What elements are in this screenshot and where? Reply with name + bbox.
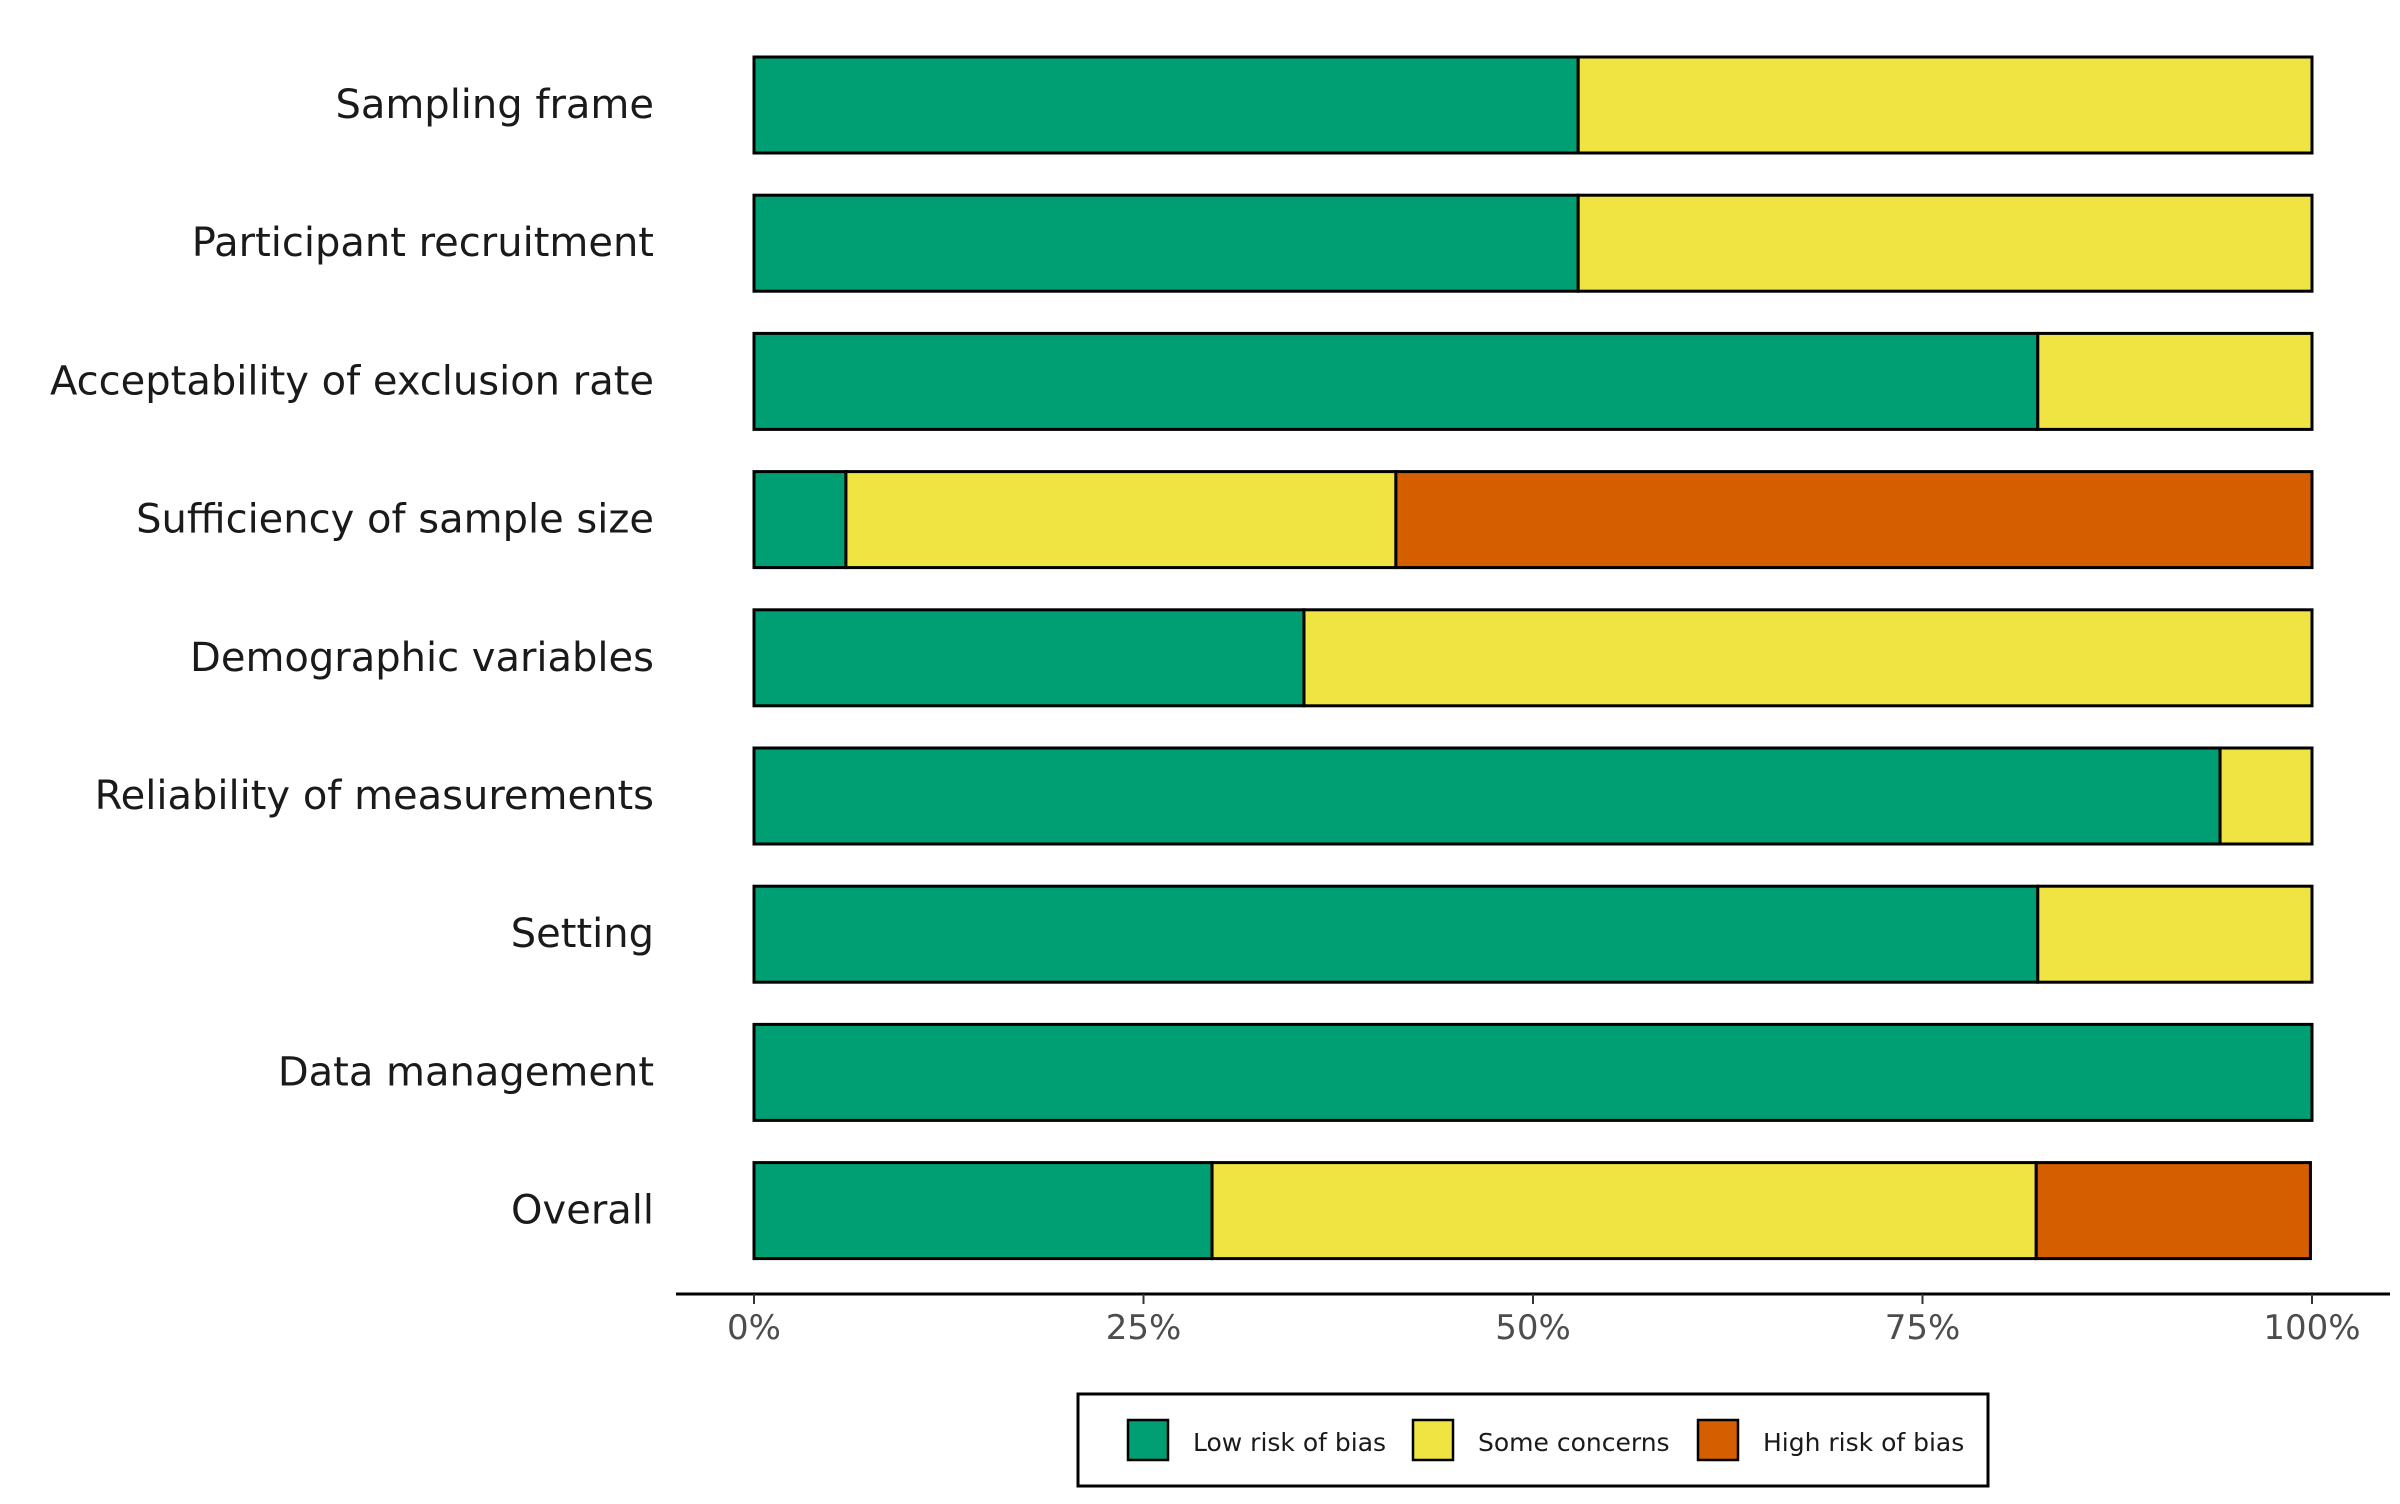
bar-segment-low-risk-of-bias	[752, 1022, 2314, 1122]
category-label: Sufficiency of sample size	[136, 497, 654, 543]
legend-swatch	[1411, 1418, 1455, 1462]
legend-box	[1076, 1392, 1990, 1488]
x-tick-label: 25%	[1106, 1308, 1182, 1348]
bar-segment-some-concerns	[2036, 331, 2314, 431]
bar-segment-low-risk-of-bias	[752, 193, 1580, 293]
legend: Low risk of bias Some concerns High risk o…	[1076, 1392, 1990, 1488]
legend-item: High risk of bias	[1696, 1418, 1964, 1462]
bar-segment-low-risk-of-bias	[752, 746, 2222, 846]
bar-segment-high-risk-of-bias	[2034, 1161, 2312, 1261]
bar-segment-some-concerns	[2036, 884, 2314, 984]
bar-segment-low-risk-of-bias	[752, 608, 1306, 708]
bar-segment-low-risk-of-bias	[752, 884, 2040, 984]
category-label: Overall	[511, 1188, 654, 1234]
bar-row	[752, 608, 2314, 708]
bar-segment-low-risk-of-bias	[752, 1161, 1214, 1261]
bar-row	[752, 1022, 2314, 1122]
category-label: Acceptability of exclusion rate	[50, 358, 654, 404]
bar-segment-high-risk-of-bias	[1394, 470, 2314, 570]
x-axis: 0% 25% 50% 75% 100%	[676, 1292, 2390, 1348]
x-tick-label: 50%	[1495, 1308, 1571, 1348]
legend-label: Low risk of bias	[1193, 1428, 1386, 1457]
bar-segment-some-concerns	[1576, 55, 2314, 155]
x-tick-label: 100%	[2263, 1308, 2360, 1348]
legend-label: Some concerns	[1478, 1428, 1670, 1457]
x-tick-label: 75%	[1885, 1308, 1961, 1348]
bar-row	[752, 1161, 2312, 1261]
bar-segment-some-concerns	[1210, 1161, 2038, 1261]
bar-segment-low-risk-of-bias	[752, 55, 1580, 155]
bar-row	[752, 746, 2314, 846]
category-label: Reliability of measurements	[95, 773, 654, 819]
bar-row	[752, 331, 2314, 431]
x-tick-label: 0%	[727, 1308, 781, 1348]
bar-segment-some-concerns	[844, 470, 1398, 570]
legend-label: High risk of bias	[1763, 1428, 1964, 1457]
bar-row	[752, 470, 2314, 570]
bar-row	[752, 55, 2314, 155]
legend-swatch	[1696, 1418, 1740, 1462]
bar-segment-low-risk-of-bias	[752, 331, 2040, 431]
category-label: Sampling frame	[335, 82, 654, 128]
category-label: Participant recruitment	[192, 220, 654, 266]
bar-segment-some-concerns	[1302, 608, 2314, 708]
category-label: Setting	[511, 911, 654, 957]
category-label: Data management	[278, 1049, 654, 1095]
bar-segment-some-concerns	[1576, 193, 2314, 293]
bar-segment-low-risk-of-bias	[752, 470, 848, 570]
legend-item: Low risk of bias	[1126, 1418, 1386, 1462]
category-label: Demographic variables	[190, 635, 654, 681]
legend-item: Some concerns	[1411, 1418, 1670, 1462]
bars-layer	[752, 55, 2314, 1261]
bar-segment-some-concerns	[2218, 746, 2314, 846]
legend-swatch	[1126, 1418, 1170, 1462]
bar-row	[752, 884, 2314, 984]
bar-row	[752, 193, 2314, 293]
category-labels: Sampling frame Participant recruitment Acc…	[50, 82, 654, 1234]
